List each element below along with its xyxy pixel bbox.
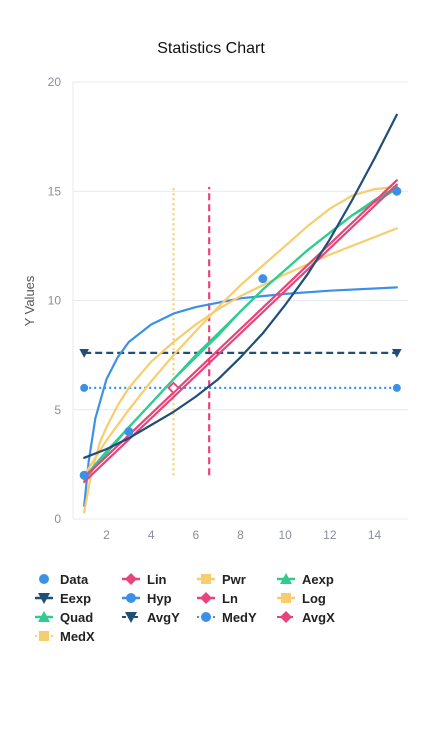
legend-marker [280,573,292,584]
x-tick-label: 8 [237,528,244,542]
legend-label: AvgX [302,610,335,625]
legend-item-avgy[interactable]: AvgY [122,610,180,625]
medy-end-marker [80,383,89,392]
legend-marker [38,611,50,622]
legend-label: Hyp [147,591,172,606]
legend-marker [200,592,212,604]
legend-label: Lin [147,572,167,587]
data-point [258,274,268,284]
legend-marker [281,593,291,603]
legend-item-aexp[interactable]: Aexp [277,572,334,587]
legend-marker [126,593,136,603]
legend-item-ln[interactable]: Ln [197,591,238,606]
legend-marker [201,612,211,622]
log-line [83,227,398,514]
x-tick-label: 2 [103,528,110,542]
legend-label: Ln [222,591,238,606]
y-tick-label: 5 [54,403,61,417]
data-point [79,470,89,480]
legend-item-eexp[interactable]: Eexp [35,591,91,606]
x-tick-label: 4 [148,528,155,542]
legend-item-medy[interactable]: MedY [197,610,257,625]
legend-marker [39,574,49,584]
legend-label: Aexp [302,572,334,587]
chart-title: Statistics Chart [157,40,265,57]
plot-area [79,113,402,514]
pwr-line [83,185,398,477]
legend-label: Pwr [222,572,246,587]
eexp-line [83,113,398,459]
legend-label: Log [302,591,326,606]
grid [72,81,408,520]
legend-item-log[interactable]: Log [277,591,326,606]
legend-label: AvgY [147,610,180,625]
legend-marker [39,631,49,641]
avgy-end-marker [79,348,89,358]
legend-marker [125,612,137,623]
x-tick-label: 10 [278,528,292,542]
y-tick-label: 15 [48,184,62,198]
hyp-line [83,286,398,507]
lin-line [83,179,398,479]
x-tick-label: 14 [368,528,382,542]
legend-marker [280,611,292,623]
medy-end-marker [392,383,401,392]
legend-item-quad[interactable]: Quad [35,610,93,625]
legend-item-medx[interactable]: MedX [35,629,95,644]
legend-marker [38,593,50,604]
y-axis-label: Y Values [22,275,37,326]
y-tick-label: 0 [54,512,61,526]
avgy-end-marker [392,348,402,358]
legend-marker [125,573,137,585]
legend-item-pwr[interactable]: Pwr [197,572,246,587]
y-tick-label: 20 [48,75,62,89]
legend-item-avgx[interactable]: AvgX [277,610,335,625]
ln-line [83,183,398,483]
legend-marker [201,574,211,584]
axis-ticks: 0 5 10 15 20 2 4 6 8 10 12 14 [48,75,382,542]
legend-item-lin[interactable]: Lin [122,572,167,587]
y-tick-label: 10 [48,294,62,308]
data-point [124,427,134,437]
legend-label: Quad [60,610,93,625]
legend-item-data[interactable]: Data [39,572,89,587]
data-point [392,186,402,196]
legend-label: Eexp [60,591,91,606]
x-tick-label: 6 [192,528,199,542]
aexp-line [83,188,398,481]
legend-label: MedX [60,629,95,644]
legend-label: Data [60,572,89,587]
legend-item-hyp[interactable]: Hyp [122,591,172,606]
lin-point [167,381,180,395]
legend: Data Lin Pwr Aexp Eexp Hyp Ln Log Quad AvgY MedY Av… [35,572,335,644]
legend-label: MedY [222,610,257,625]
x-tick-label: 12 [323,528,337,542]
